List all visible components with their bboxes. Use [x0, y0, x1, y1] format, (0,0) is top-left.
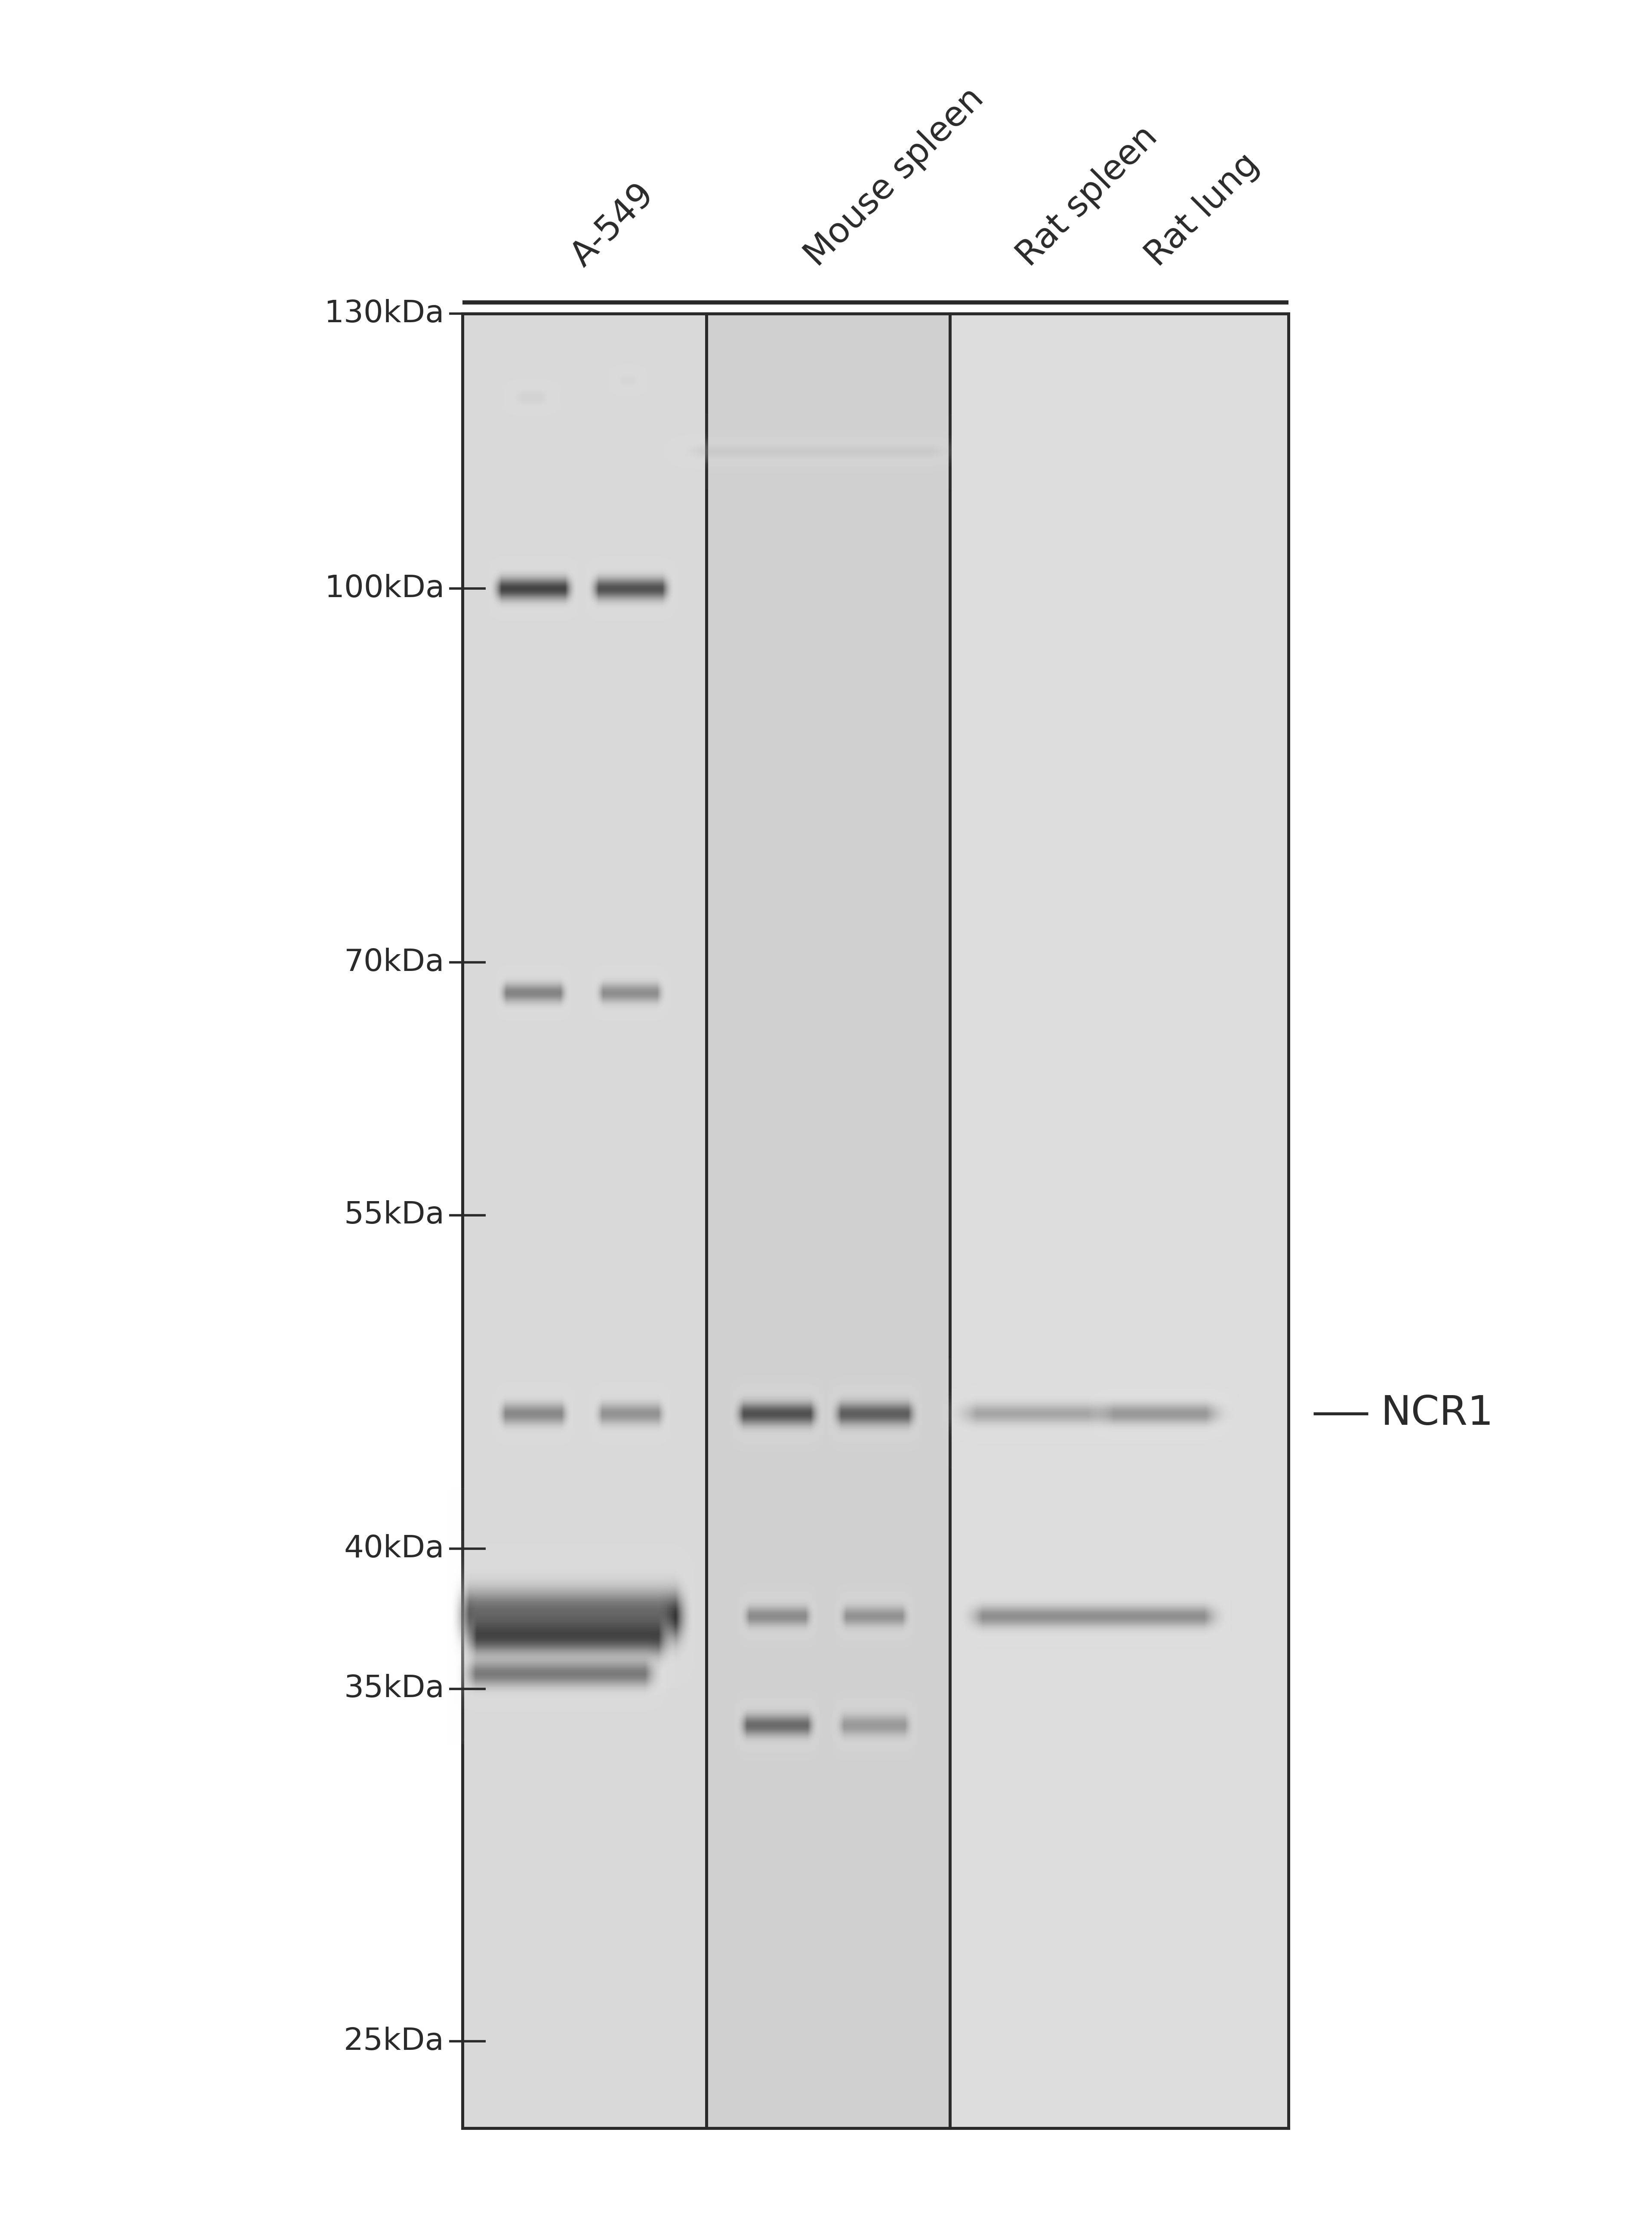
Text: 100kDa: 100kDa [324, 573, 444, 603]
Bar [707, 314, 950, 2128]
Text: NCR1: NCR1 [1381, 1393, 1493, 1434]
Text: Rat spleen: Rat spleen [1011, 121, 1165, 273]
Text: 55kDa: 55kDa [344, 1201, 444, 1230]
Bar [463, 314, 707, 2128]
Text: 25kDa: 25kDa [344, 2027, 444, 2056]
Bar [950, 314, 1289, 2128]
Text: 70kDa: 70kDa [344, 948, 444, 977]
Text: Rat lung: Rat lung [1140, 148, 1265, 273]
Text: 35kDa: 35kDa [344, 1673, 444, 1705]
Text: 130kDa: 130kDa [324, 298, 444, 329]
Text: Mouse spleen: Mouse spleen [800, 81, 991, 273]
Text: A-549: A-549 [565, 177, 661, 273]
Text: 40kDa: 40kDa [344, 1534, 444, 1564]
